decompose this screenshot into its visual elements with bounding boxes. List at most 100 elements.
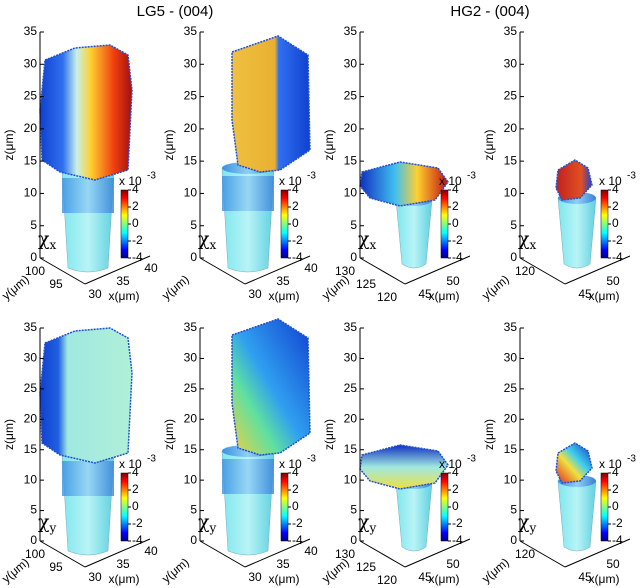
colorbar-tick-label: 4 <box>452 182 459 196</box>
z-tick-label: 0 <box>350 533 357 547</box>
z-tick-label: 25 <box>184 89 198 103</box>
z-tick-label: 10 <box>184 186 198 200</box>
colorbar-tick-label: 4 <box>452 465 459 479</box>
colorbar-scale: x 10 <box>439 457 462 471</box>
y-tick-label: 125 <box>356 560 376 574</box>
y-tick-label: 120 <box>515 264 535 278</box>
cylinder-band <box>62 178 114 213</box>
cylinder-band <box>222 459 274 494</box>
y-axis <box>39 257 86 285</box>
z-tick-label: 5 <box>510 503 517 517</box>
x-axis <box>404 255 471 285</box>
z-tick-label: 10 <box>344 472 358 486</box>
z-tick-label: 35 <box>504 24 518 38</box>
symbol: χ <box>38 511 50 533</box>
x-tick-label: 40 <box>304 544 318 558</box>
z-label: z(μm) <box>322 419 336 450</box>
subscript: y <box>49 521 57 535</box>
colorbar-tick-label: 0 <box>132 499 139 513</box>
y-axis <box>199 257 246 285</box>
y-label: y(μm) <box>159 555 192 586</box>
colorbar-tick-label: 0 <box>452 499 459 513</box>
crystal <box>359 444 449 490</box>
x-tick-label: 40 <box>304 261 318 275</box>
colorbar-tick-label: -4 <box>452 533 463 547</box>
colorbar-tick-label: 0 <box>452 216 459 230</box>
z-tick-label: 10 <box>184 472 198 486</box>
z-tick-label: 0 <box>510 533 517 547</box>
z-tick-label: 15 <box>504 153 518 167</box>
z-tick-label: 30 <box>504 56 518 70</box>
x-label: x(μm) <box>269 289 300 303</box>
z-label: z(μm) <box>2 419 16 450</box>
y-tick-label: 100 <box>25 547 45 561</box>
x-label: x(μm) <box>589 289 620 303</box>
y-tick-label: 100 <box>25 264 45 278</box>
colorbar-tick-label: 0 <box>612 499 619 513</box>
colorbar-tick-label: -4 <box>452 250 463 264</box>
z-tick-label: 25 <box>504 89 518 103</box>
z-tick-label: 15 <box>344 442 358 456</box>
subscript: y <box>529 521 537 535</box>
colorbar-tick-label: 0 <box>612 216 619 230</box>
x-tick-label: 35 <box>116 557 130 571</box>
colorbar-tick-label: -2 <box>132 233 143 247</box>
colorbar <box>280 189 289 259</box>
colorbar-exponent: -3 <box>307 171 316 182</box>
component-label: χy <box>358 511 377 535</box>
y-axis <box>359 540 406 568</box>
colorbar <box>120 189 129 259</box>
z-tick-label: 5 <box>510 218 517 232</box>
z-label: z(μm) <box>482 130 496 161</box>
z-tick-label: 10 <box>24 186 38 200</box>
z-tick-label: 10 <box>504 186 518 200</box>
z-tick-label: 25 <box>344 381 358 395</box>
cylinder <box>395 482 433 552</box>
cylinder <box>557 480 597 552</box>
colorbar-scale: x 10 <box>439 174 462 188</box>
subscript: y <box>369 521 377 535</box>
z-tick-label: 5 <box>30 503 37 517</box>
y-label: y(μm) <box>159 272 192 303</box>
y-axis <box>39 540 86 568</box>
z-label: z(μm) <box>162 419 176 450</box>
x-label: x(μm) <box>429 289 460 303</box>
colorbar-tick-label: 2 <box>292 482 299 496</box>
colorbar-tick-label: -2 <box>292 516 303 530</box>
component-label: χx <box>38 228 57 252</box>
colorbar-exponent: -3 <box>467 171 476 182</box>
symbol: χ <box>518 511 530 533</box>
z-tick-label: 25 <box>504 381 518 395</box>
y-tick-label: 95 <box>49 277 63 291</box>
z-tick-label: 5 <box>190 218 197 232</box>
colorbar-scale: x 10 <box>119 457 142 471</box>
colorbar-tick-label: 4 <box>292 182 299 196</box>
colorbar-tick-label: -2 <box>612 516 623 530</box>
z-tick-label: 25 <box>24 381 38 395</box>
x-axis <box>564 538 631 568</box>
colorbar-tick-label: -4 <box>612 250 623 264</box>
x-tick-label: 40 <box>144 544 158 558</box>
x-tick-label: 50 <box>446 557 460 571</box>
colorbar-exponent: -3 <box>627 454 636 465</box>
x-tick-label: 50 <box>606 274 620 288</box>
colorbar-tick-label: -2 <box>292 233 303 247</box>
colorbar-tick-label: 4 <box>292 465 299 479</box>
z-tick-label: 20 <box>184 411 198 425</box>
z-tick-label: 15 <box>24 442 38 456</box>
crystal <box>555 442 593 484</box>
crystal <box>231 35 311 173</box>
colorbar-scale: x 10 <box>119 174 142 188</box>
z-tick-label: 30 <box>24 351 38 365</box>
z-tick-label: 30 <box>184 351 198 365</box>
symbol: χ <box>198 228 210 250</box>
y-tick-label: 120 <box>515 547 535 561</box>
colorbar-tick-label: 4 <box>132 182 139 196</box>
z-tick-label: 10 <box>504 472 518 486</box>
x-axis <box>244 538 311 568</box>
z-tick-label: 35 <box>184 320 198 334</box>
colorbar-tick-label: -4 <box>132 250 143 264</box>
z-label: z(μm) <box>2 130 16 161</box>
